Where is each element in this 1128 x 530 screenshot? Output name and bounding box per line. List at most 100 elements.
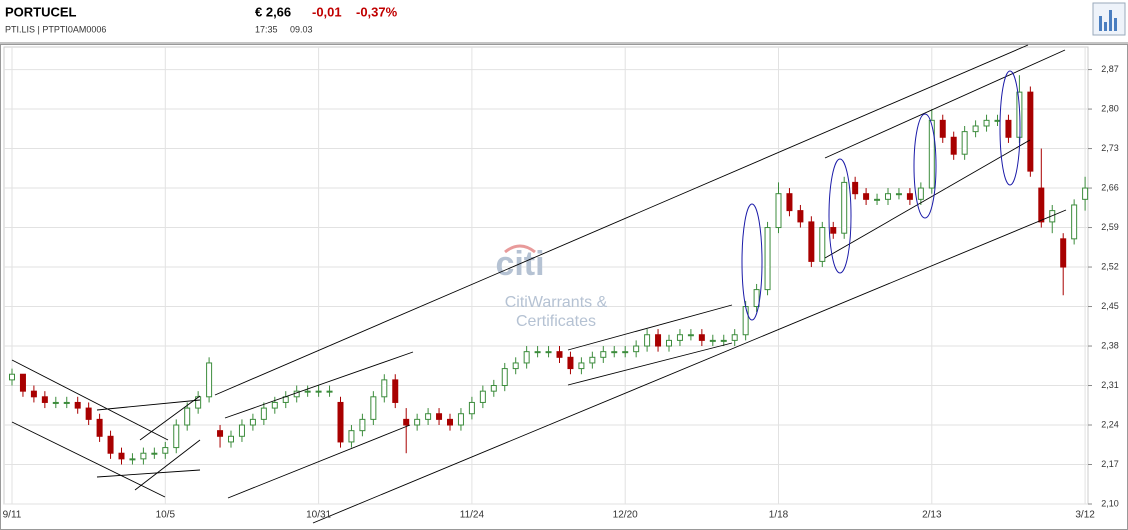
x-tick-label: 9/11: [3, 510, 22, 521]
candle-body: [983, 119, 990, 127]
candle-body: [578, 362, 585, 370]
candle-body: [217, 430, 224, 437]
candle-body: [600, 351, 607, 358]
header-bar: [0, 0, 1128, 43]
chart-icon[interactable]: [1092, 2, 1126, 36]
candle-body: [512, 362, 519, 370]
candle-body: [1082, 187, 1089, 200]
candle-body: [490, 385, 497, 392]
candle-body: [414, 418, 421, 426]
candle-body: [271, 401, 278, 409]
icon-bar: [1109, 10, 1112, 31]
y-tick-label: 2,80: [1101, 103, 1119, 113]
candle-body: [479, 390, 486, 403]
candle-body: [52, 401, 59, 404]
y-tick-label: 2,52: [1101, 261, 1119, 271]
candle-body: [830, 227, 837, 234]
candle-body: [906, 193, 913, 200]
candle-body: [326, 390, 333, 393]
candle-body: [666, 339, 672, 347]
candle-body: [41, 396, 48, 403]
y-tick-label: 2,31: [1101, 380, 1119, 390]
stock-codes: PTI.LIS | PTPTI0AM0006: [5, 24, 106, 34]
candle-body: [1060, 238, 1067, 268]
candle-body: [436, 413, 443, 420]
candle-body: [589, 356, 596, 364]
icon-bar: [1099, 16, 1102, 31]
candle-body: [63, 401, 70, 404]
y-tick-label: 2,66: [1101, 182, 1119, 192]
change-pct: -0,37%: [356, 4, 398, 19]
x-tick-label: 10/5: [156, 510, 176, 521]
candle-body: [698, 334, 705, 341]
x-tick-label: 2/13: [922, 510, 942, 521]
candle-body: [501, 368, 508, 387]
price: € 2,66: [255, 4, 291, 19]
candle-body: [611, 351, 618, 354]
candles: [9, 75, 1089, 465]
x-tick-label: 1/18: [769, 510, 789, 521]
candle-body: [742, 306, 749, 336]
trend-line: [11, 359, 169, 441]
x-tick-label: 12/20: [613, 510, 638, 521]
candle-body: [950, 136, 957, 155]
candle-body: [972, 125, 979, 133]
trend-line: [96, 469, 201, 478]
x-tick-label: 10/31: [306, 510, 331, 521]
candle-body: [107, 435, 114, 454]
candle-body: [249, 418, 256, 426]
candle-body: [523, 351, 530, 364]
candle-body: [687, 334, 694, 337]
candle-body: [96, 418, 103, 437]
y-tick-label: 2,10: [1101, 498, 1119, 508]
candle-body: [939, 119, 946, 138]
icon-bar: [1114, 18, 1117, 31]
candle-body: [622, 351, 629, 354]
candle-body: [961, 131, 968, 155]
candle-body: [315, 390, 322, 393]
time: 17:35: [255, 24, 278, 34]
y-tick-label: 2,38: [1101, 340, 1119, 350]
y-tick-label: 2,45: [1101, 301, 1119, 311]
candle-body: [173, 424, 180, 449]
y-tick-label: 2,17: [1101, 459, 1119, 469]
candle-body: [556, 351, 563, 358]
candle-body: [370, 396, 377, 420]
candle-body: [819, 227, 826, 262]
stock-name: PORTUCEL: [5, 4, 77, 19]
candle-body: [162, 447, 169, 454]
candle-body: [644, 334, 651, 347]
candle-body: [808, 221, 815, 262]
icon-bar: [1104, 22, 1107, 31]
candle-body: [994, 119, 1001, 122]
candle-body: [545, 351, 552, 354]
candle-body: [85, 407, 92, 420]
candle-body: [392, 379, 399, 403]
trend-line: [824, 139, 1031, 259]
candle-body: [863, 193, 870, 200]
trend-line: [824, 49, 1066, 159]
candle-body: [797, 210, 804, 223]
candle-body: [337, 401, 344, 443]
candle-body: [731, 334, 738, 341]
candle-body: [468, 401, 475, 415]
candle-body: [786, 193, 793, 212]
trend-line: [227, 424, 411, 499]
plot-area: [3, 46, 1089, 505]
candle-body: [381, 379, 388, 398]
candle-body: [228, 435, 234, 443]
ellipses: [741, 70, 1021, 321]
candle-body: [841, 181, 848, 234]
trend-line: [134, 439, 201, 491]
candle-body: [775, 193, 782, 229]
candle-body: [655, 334, 662, 347]
y-tick-label: 2,24: [1101, 419, 1119, 429]
candle-body: [9, 373, 15, 381]
candle-body: [304, 390, 311, 393]
highlight-ellipse: [913, 113, 937, 219]
highlight-ellipse: [741, 203, 763, 321]
candle-body: [895, 193, 902, 196]
logo-arc: [504, 244, 536, 254]
trend-line: [139, 395, 201, 441]
candle-body: [140, 452, 147, 460]
